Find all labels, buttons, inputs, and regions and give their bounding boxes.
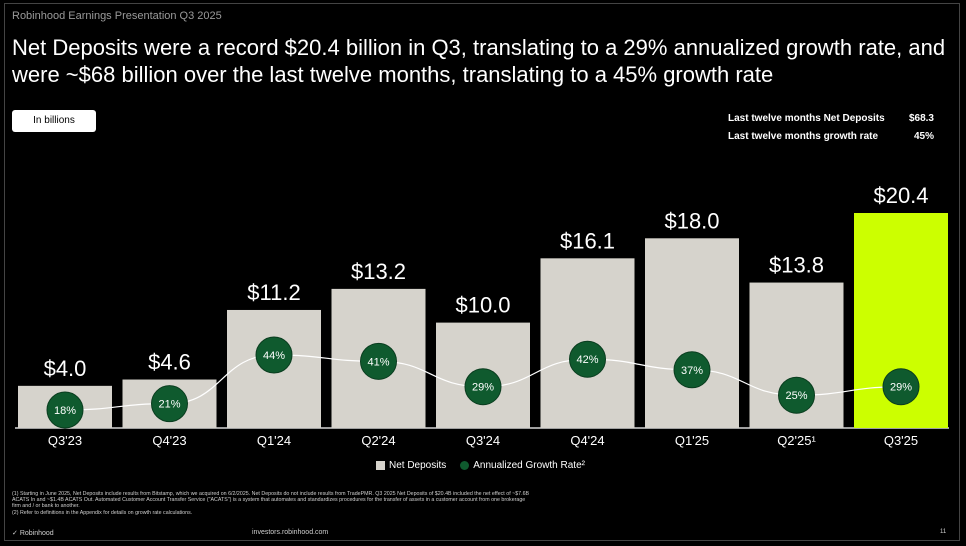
page-number: 11 [940,529,947,535]
bar-value-label-4: $10.0 [455,293,510,318]
x-tick-label-7: Q2'25¹ [777,433,816,448]
growth-point-2 [255,336,293,374]
footer-brand-text: Robinhood [19,530,54,537]
legend-deposits-swatch [376,461,385,470]
bar-value-label-0: $4.0 [44,356,87,381]
growth-point-5 [569,340,606,378]
bar-value-label-3: $13.2 [351,259,406,284]
bar-value-label-2: $11.2 [247,280,300,305]
bar-6 [645,238,739,428]
feather-icon: ✓ [12,530,18,537]
growth-label-4: 29% [472,382,494,394]
growth-label-0: 18% [54,405,76,417]
ltm-deposits-label: Last twelve months Net Deposits [728,113,885,124]
x-tick-label-2: Q1'24 [257,433,291,448]
growth-label-7: 25% [785,390,807,402]
ltm-deposits-value: $68.3 [908,113,934,124]
bar-value-label-5: $16.1 [560,228,615,253]
presentation-label: Robinhood Earnings Presentation Q3 2025 [12,10,222,22]
growth-point-3 [360,342,397,380]
growth-label-1: 21% [158,399,180,411]
ltm-growth-value: 45% [913,131,934,142]
x-tick-label-4: Q3'24 [466,433,500,448]
slide-frame [4,3,960,541]
bar-value-label-7: $13.8 [769,253,824,278]
footer-url: investors.robinhood.com [252,529,329,536]
x-tick-label-1: Q4'23 [152,433,186,448]
growth-point-8 [882,368,920,406]
legend-growth-marker [460,461,470,470]
x-tick-label-0: Q3'23 [48,433,82,448]
legend-deposits-label: Net Deposits [389,460,447,471]
bar-value-label-1: $4.6 [148,350,191,375]
growth-label-6: 37% [681,365,703,377]
growth-label-8: 29% [890,382,912,394]
ltm-growth-label: Last twelve months growth rate [728,131,879,142]
footnote-2: (2) Refer to definitions in the Appendix… [12,509,193,516]
x-tick-label-8: Q3'25 [884,433,918,448]
bar-value-label-8: $20.4 [873,183,928,208]
legend-growth-label: Annualized Growth Rate² [473,460,585,471]
x-tick-label-6: Q1'25 [675,433,709,448]
growth-point-7 [778,376,815,414]
unit-label: In billions [12,110,96,132]
headline: Net Deposits were a record $20.4 billion… [12,35,946,87]
x-tick-label-5: Q4'24 [570,433,604,448]
chart-legend: Net Deposits Annualized Growth Rate² [376,460,585,471]
footnote-1: (1) Starting in June 2025, Net Deposits … [12,491,530,510]
footer-brand: ✓ Robinhood [12,529,54,537]
x-tick-label-3: Q2'24 [361,433,395,448]
growth-point-6 [673,351,711,389]
growth-label-2: 44% [263,350,285,362]
growth-point-4 [464,368,502,406]
growth-point-1 [151,385,188,423]
bar-value-label-6: $18.0 [664,208,719,233]
growth-label-3: 41% [367,356,389,368]
growth-point-0 [46,391,84,429]
footnotes: (1) Starting in June 2025, Net Deposits … [12,491,532,516]
growth-label-5: 42% [576,354,598,366]
